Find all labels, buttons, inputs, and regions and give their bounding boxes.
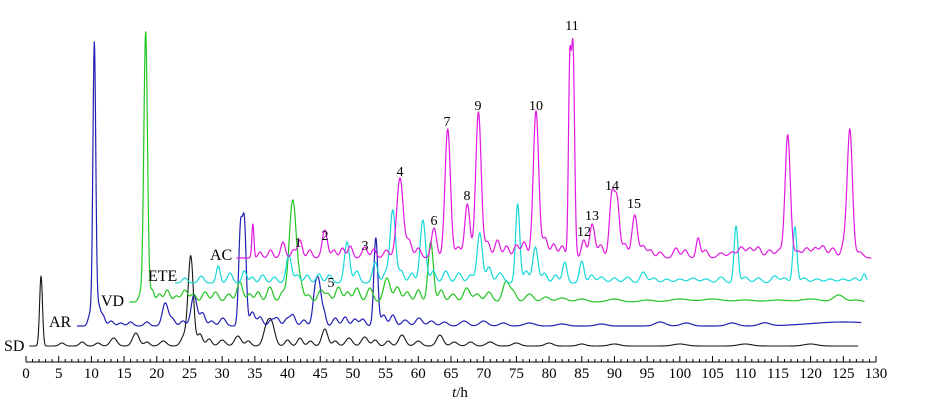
trace-AR bbox=[76, 41, 862, 327]
x-axis-tick-label: 70 bbox=[476, 366, 491, 382]
x-axis-tick-label: 20 bbox=[149, 366, 164, 382]
trace-label-ETE: ETE bbox=[148, 268, 177, 285]
peak-label-3: 3 bbox=[362, 239, 369, 254]
peak-label-11: 11 bbox=[565, 19, 578, 34]
x-axis-tick-label: 85 bbox=[574, 366, 589, 382]
x-axis-tick-label: 10 bbox=[84, 366, 99, 382]
peak-label-12: 12 bbox=[577, 225, 591, 240]
peak-label-13: 13 bbox=[585, 209, 599, 224]
x-axis-tick-label: 125 bbox=[832, 366, 855, 382]
peak-label-4: 4 bbox=[397, 165, 404, 180]
x-axis-tick-label: 90 bbox=[607, 366, 622, 382]
peak-label-15: 15 bbox=[627, 197, 641, 212]
x-axis-tick-label: 75 bbox=[509, 366, 524, 382]
x-axis-tick-label: 100 bbox=[669, 366, 692, 382]
trace-SD bbox=[29, 255, 859, 347]
peak-label-8: 8 bbox=[464, 189, 471, 204]
trace-ETE bbox=[174, 203, 868, 284]
x-axis-tick-label: 35 bbox=[247, 366, 262, 382]
trace-label-VD: VD bbox=[101, 293, 124, 310]
x-axis-tick-label: 60 bbox=[411, 366, 426, 382]
trace-AC bbox=[236, 37, 872, 259]
peak-label-14: 14 bbox=[605, 179, 619, 194]
x-axis-tick-label: 45 bbox=[313, 366, 328, 382]
peak-label-9: 9 bbox=[475, 99, 482, 114]
x-axis-title: t/h bbox=[452, 385, 468, 401]
x-axis-tick-label: 40 bbox=[280, 366, 295, 382]
trace-label-AR: AR bbox=[49, 314, 72, 331]
peak-label-2: 2 bbox=[322, 229, 329, 244]
peak-label-7: 7 bbox=[444, 115, 451, 130]
x-axis-tick-label: 0 bbox=[22, 366, 30, 382]
x-axis-tick-label: 50 bbox=[345, 366, 360, 382]
x-axis-tick-label: 55 bbox=[378, 366, 393, 382]
x-axis-tick-label: 120 bbox=[799, 366, 822, 382]
trace-label-AC: AC bbox=[210, 247, 232, 264]
x-axis-tick-label: 15 bbox=[117, 366, 132, 382]
x-axis-tick-label: 105 bbox=[701, 366, 724, 382]
peak-label-10: 10 bbox=[529, 99, 543, 114]
x-axis-tick-label: 115 bbox=[767, 366, 789, 382]
x-axis-tick-label: 110 bbox=[734, 366, 756, 382]
trace-VD bbox=[129, 31, 865, 303]
peak-label-6: 6 bbox=[431, 214, 438, 229]
x-axis-tick-label: 5 bbox=[55, 366, 63, 382]
x-axis-tick-label: 80 bbox=[542, 366, 557, 382]
x-axis-tick-label: 130 bbox=[865, 366, 888, 382]
x-axis-tick-label: 65 bbox=[444, 366, 459, 382]
x-axis-tick-label: 95 bbox=[640, 366, 655, 382]
x-axis-tick-label: 30 bbox=[215, 366, 230, 382]
peak-label-1: 1 bbox=[295, 236, 302, 251]
x-axis-tick-label: 25 bbox=[182, 366, 197, 382]
trace-label-SD: SD bbox=[4, 338, 24, 355]
peak-label-5: 5 bbox=[328, 276, 335, 291]
